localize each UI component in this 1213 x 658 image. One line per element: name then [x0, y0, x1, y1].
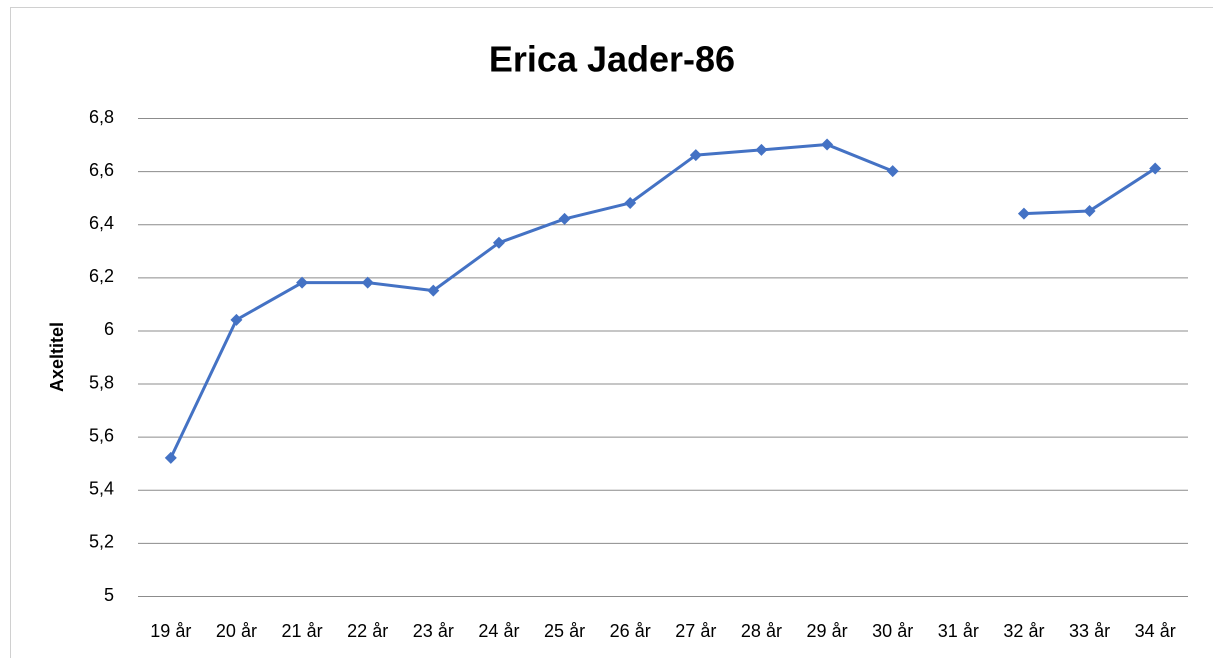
data-point: [755, 143, 768, 156]
x-tick-label: 26 år: [610, 621, 651, 641]
data-point: [427, 284, 440, 297]
data-point: [1083, 204, 1096, 217]
data-point: [689, 149, 702, 162]
y-tick-label: 6,4: [89, 213, 114, 233]
y-tick-label: 5,2: [89, 532, 114, 552]
y-tick-label: 6,6: [89, 160, 114, 180]
x-tick-label: 33 år: [1069, 621, 1110, 641]
x-tick-label: 31 år: [938, 621, 979, 641]
data-point: [230, 313, 243, 326]
x-tick-label: 34 år: [1135, 621, 1176, 641]
data-point: [164, 451, 177, 464]
data-point: [1149, 162, 1162, 175]
y-tick-label: 5,4: [89, 479, 114, 499]
data-point: [361, 276, 374, 289]
x-tick-label: 27 år: [675, 621, 716, 641]
y-tick-label: 5,6: [89, 425, 114, 445]
x-tick-label: 29 år: [807, 621, 848, 641]
data-point: [492, 236, 505, 249]
data-point: [1017, 207, 1030, 220]
y-tick-label: 5: [104, 585, 114, 605]
x-tick-label: 24 år: [478, 621, 519, 641]
x-tick-label: 28 år: [741, 621, 782, 641]
x-tick-label: 32 år: [1003, 621, 1044, 641]
y-tick-label: 6,2: [89, 266, 114, 286]
x-tick-label: 23 år: [413, 621, 454, 641]
y-tick-label: 6: [104, 319, 114, 339]
y-tick-label: 6,8: [89, 107, 114, 127]
data-point: [558, 212, 571, 225]
data-point: [624, 196, 637, 209]
x-tick-label: 21 år: [282, 621, 323, 641]
x-tick-label: 22 år: [347, 621, 388, 641]
x-tick-label: 20 år: [216, 621, 257, 641]
y-tick-label: 5,8: [89, 372, 114, 392]
x-tick-label: 30 år: [872, 621, 913, 641]
data-point: [886, 165, 899, 178]
y-axis-label: Axeltitel: [47, 322, 67, 392]
chart-title: Erica Jader-86: [489, 39, 735, 80]
x-tick-label: 25 år: [544, 621, 585, 641]
x-tick-label: 19 år: [150, 621, 191, 641]
data-point: [821, 138, 834, 151]
data-point: [296, 276, 309, 289]
chart-border: [10, 7, 1213, 658]
